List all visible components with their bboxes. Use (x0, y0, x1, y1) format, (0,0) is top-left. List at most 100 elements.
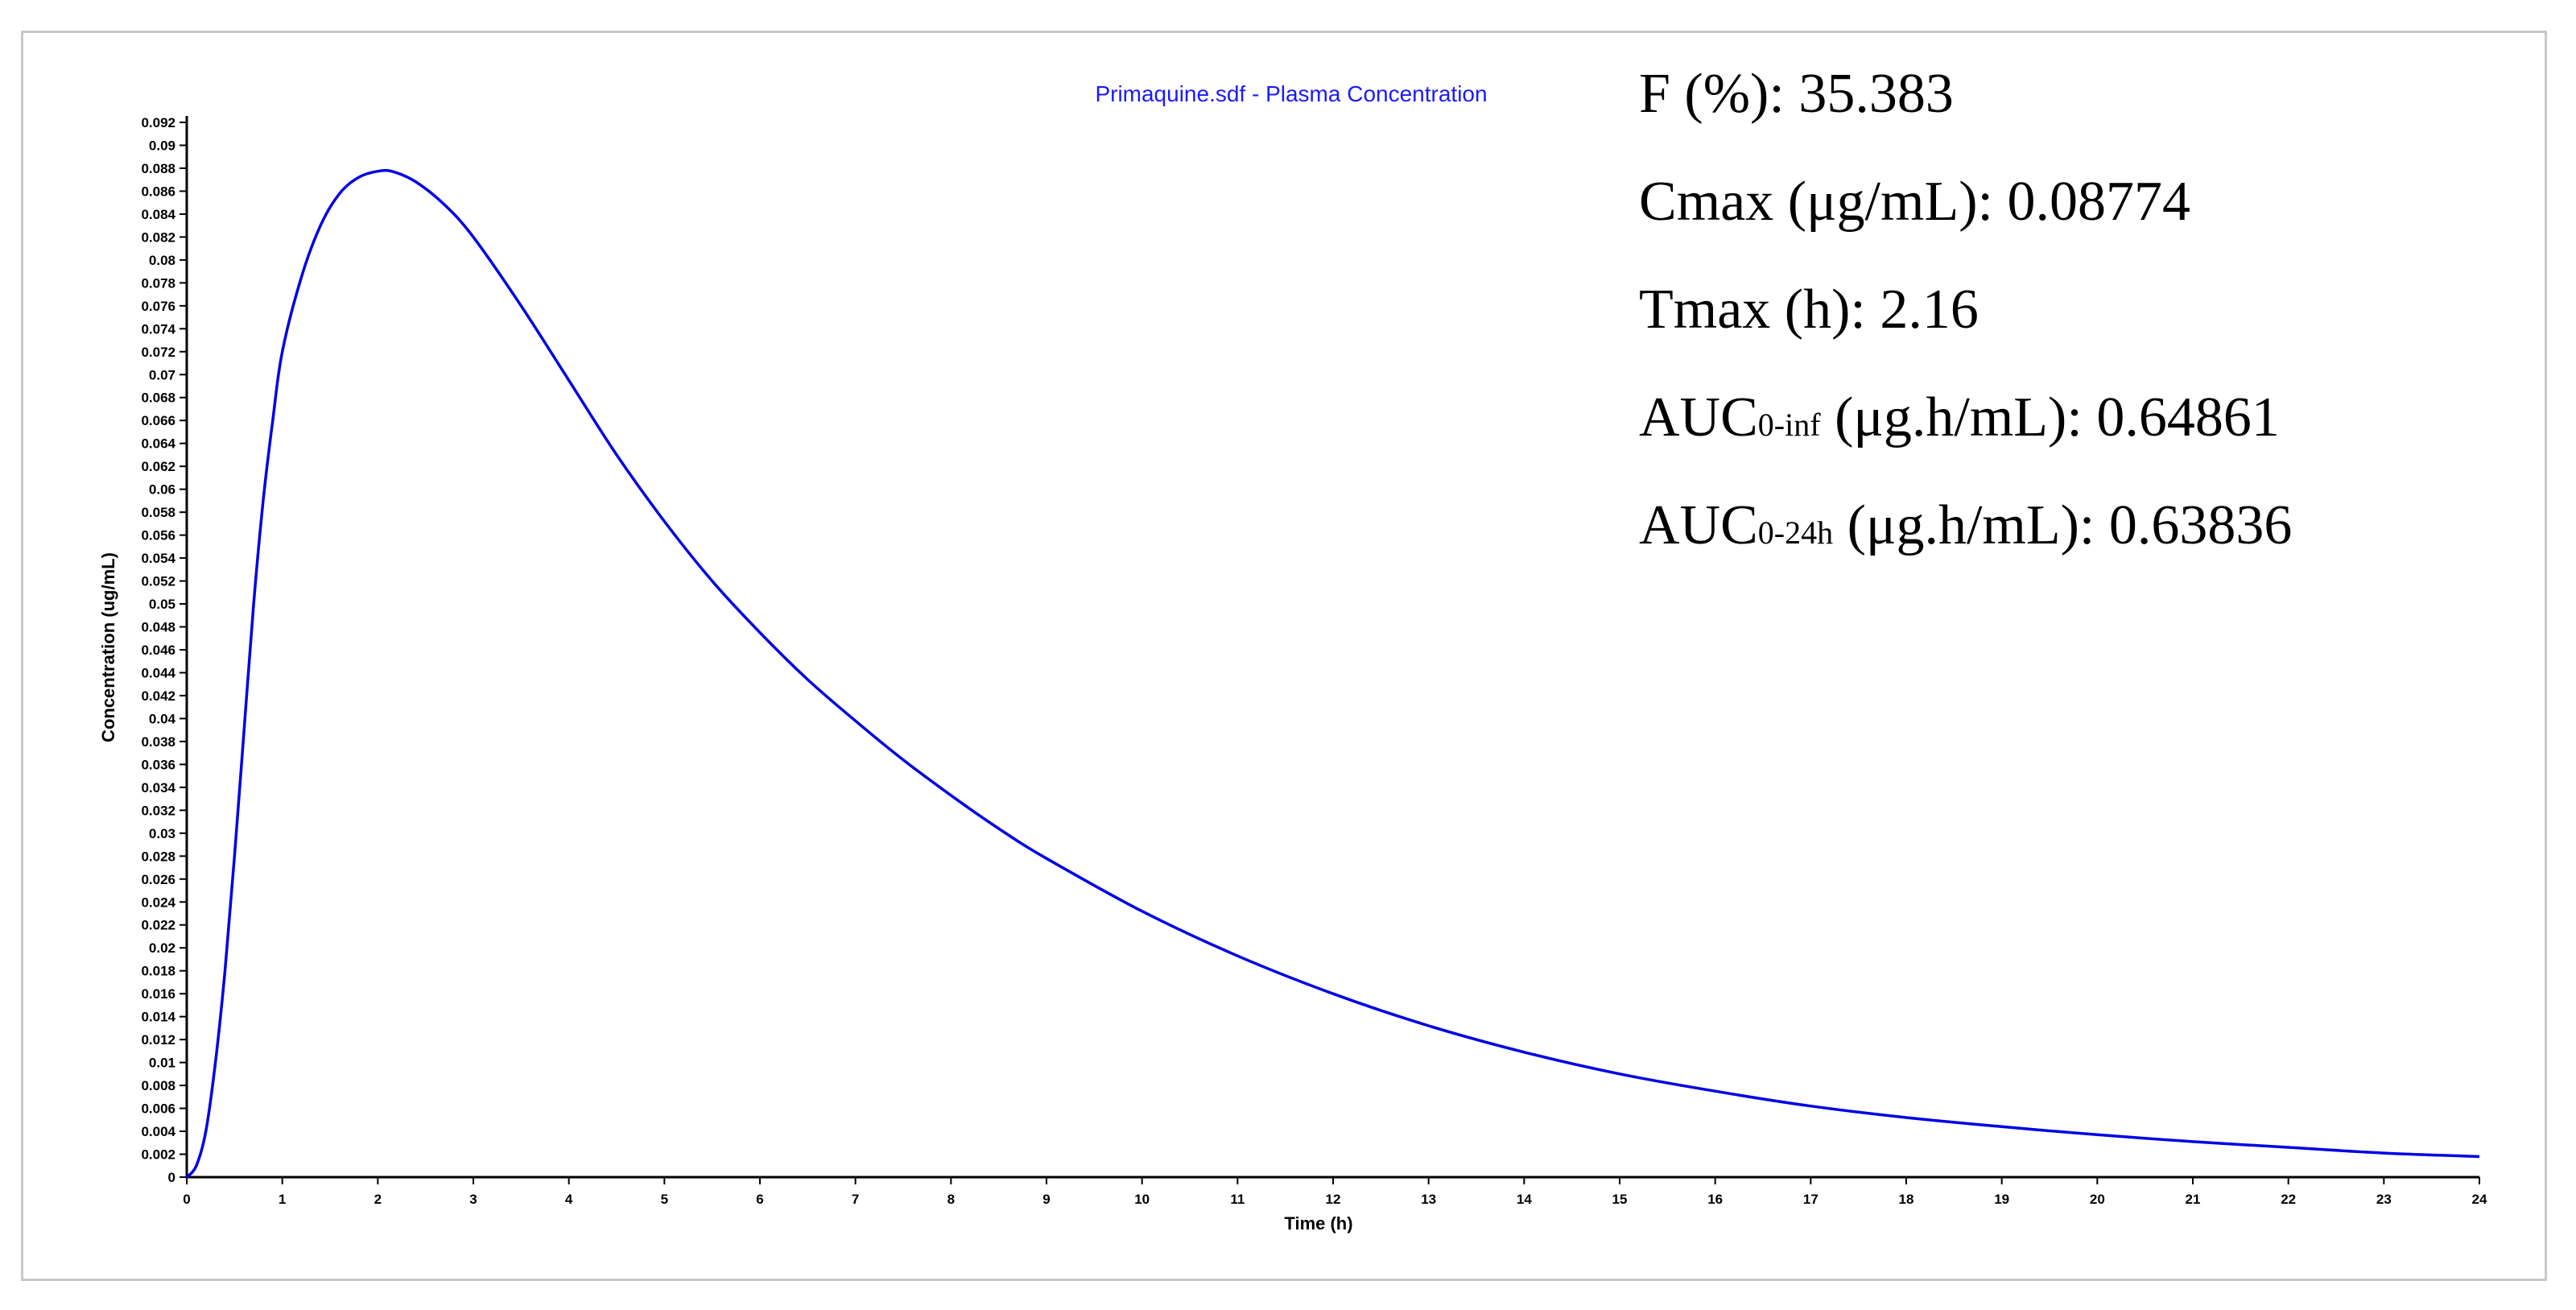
cmax-value: 0.08774 (2007, 171, 2190, 233)
auc-inf-stat: AUC0-inf (μg.h/mL): 0.64861 (1639, 390, 2292, 498)
y-tick-label: 0.072 (141, 345, 175, 360)
auc-24-label: AUC (1639, 494, 1758, 556)
y-tick-label: 0.084 (141, 207, 175, 222)
y-tick-label: 0.066 (141, 413, 175, 428)
x-tick-label: 8 (947, 1192, 955, 1207)
y-tick-label: 0.034 (141, 780, 175, 796)
y-tick-label: 0.07 (149, 367, 175, 382)
y-tick-label: 0.082 (141, 229, 175, 245)
x-axis-ticks: 0 1 2 3 4 5 6 7 8 9 10 11 12 13 14 15 16 17 18 19 20 21 22 23 24 (183, 1177, 2487, 1207)
x-tick-label: 6 (756, 1192, 763, 1207)
y-tick-label: 0.078 (141, 275, 175, 291)
y-tick-label: 0.044 (141, 665, 175, 680)
y-tick-label: 0.062 (141, 459, 175, 474)
y-tick-label: 0.086 (141, 184, 175, 199)
y-tick-label: 0.008 (141, 1078, 175, 1093)
x-tick-label: 7 (852, 1192, 859, 1207)
x-tick-label: 20 (2090, 1192, 2105, 1207)
y-tick-label: 0.002 (141, 1147, 175, 1163)
series-layer (185, 168, 2480, 1179)
y-tick-label: 0.04 (149, 711, 176, 726)
x-tick-label: 19 (1994, 1192, 2009, 1207)
x-tick-label: 13 (1421, 1192, 1436, 1207)
x-tick-label: 15 (1612, 1192, 1628, 1207)
auc-24-units: (μg.h/mL): (1833, 494, 2109, 556)
x-axis-title: Time (h) (1284, 1213, 1352, 1234)
x-tick-label: 22 (2281, 1192, 2296, 1207)
auc-inf-units: (μg.h/mL): (1820, 386, 2097, 448)
x-tick-label: 2 (374, 1192, 382, 1207)
y-tick-label: 0.016 (141, 986, 175, 1002)
series-line-plasma-concentration (185, 168, 2480, 1179)
x-tick-label: 4 (565, 1192, 573, 1207)
y-tick-label: 0.054 (141, 551, 175, 566)
y-axis-title: Concentration (ug/mL) (98, 552, 118, 742)
y-tick-label: 0.06 (149, 482, 175, 498)
y-tick-label: 0.026 (141, 872, 175, 887)
x-tick-label: 14 (1517, 1192, 1532, 1207)
chart-title: Primaquine.sdf - Plasma Concentration (1095, 81, 1487, 106)
f-value: 35.383 (1798, 63, 1954, 125)
y-tick-label: 0.028 (141, 849, 175, 864)
x-tick-label: 16 (1707, 1192, 1723, 1207)
y-tick-label: 0.05 (149, 597, 175, 612)
x-tick-label: 10 (1134, 1192, 1150, 1207)
f-stat: F (%): 35.383 (1639, 66, 2292, 174)
y-tick-label: 0.074 (141, 321, 175, 337)
auc-inf-label: AUC (1639, 386, 1758, 448)
auc-inf-value: 0.64861 (2096, 386, 2280, 448)
y-tick-label: 0.048 (141, 620, 175, 635)
y-tick-label: 0 (168, 1170, 175, 1185)
x-tick-label: 24 (2472, 1192, 2487, 1207)
y-tick-label: 0.056 (141, 528, 175, 543)
y-axis-ticks: 0 0.002 0.004 0.006 0.008 0.01 0.012 0.014 0.016… (141, 115, 187, 1185)
y-tick-label: 0.042 (141, 688, 175, 704)
y-tick-label: 0.022 (141, 918, 175, 933)
x-tick-label: 17 (1803, 1192, 1818, 1207)
y-tick-label: 0.088 (141, 161, 175, 176)
y-tick-label: 0.09 (149, 138, 175, 153)
x-tick-label: 9 (1042, 1192, 1050, 1207)
y-tick-label: 0.006 (141, 1101, 175, 1117)
x-tick-label: 5 (661, 1192, 668, 1207)
chart-frame (21, 31, 2547, 1281)
y-tick-label: 0.052 (141, 574, 175, 589)
y-tick-label: 0.004 (141, 1124, 175, 1139)
auc-24-subscript: 0-24h (1757, 514, 1834, 551)
tmax-stat: Tmax (h): 2.16 (1639, 282, 2292, 390)
y-tick-label: 0.02 (149, 940, 175, 956)
auc-24-value: 0.63836 (2108, 494, 2293, 556)
cmax-label: Cmax (μg/mL): (1639, 171, 2008, 233)
y-tick-label: 0.058 (141, 505, 175, 520)
y-tick-label: 0.036 (141, 757, 175, 772)
y-tick-label: 0.068 (141, 391, 175, 406)
x-tick-label: 11 (1230, 1192, 1245, 1207)
y-tick-label: 0.046 (141, 643, 175, 658)
auc-24-stat: AUC0-24h (μg.h/mL): 0.63836 (1639, 498, 2292, 605)
y-tick-label: 0.076 (141, 299, 175, 314)
x-tick-label: 0 (183, 1192, 190, 1207)
x-tick-label: 23 (2376, 1192, 2392, 1207)
tmax-label: Tmax (h): (1639, 279, 1880, 341)
f-label: F (%): (1639, 63, 1799, 125)
tmax-value: 2.16 (1880, 279, 1979, 341)
y-tick-label: 0.03 (149, 826, 175, 841)
y-tick-label: 0.08 (149, 253, 175, 268)
y-tick-label: 0.038 (141, 734, 175, 750)
y-tick-label: 0.092 (141, 115, 175, 130)
y-tick-label: 0.064 (141, 436, 175, 452)
y-tick-label: 0.014 (141, 1010, 175, 1025)
x-tick-label: 18 (1899, 1192, 1914, 1207)
auc-inf-subscript: 0-inf (1757, 407, 1821, 443)
x-tick-label: 1 (279, 1192, 286, 1207)
cmax-stat: Cmax (μg/mL): 0.08774 (1639, 174, 2292, 282)
y-tick-label: 0.032 (141, 803, 175, 818)
y-tick-label: 0.01 (149, 1056, 175, 1071)
y-tick-label: 0.012 (141, 1032, 175, 1048)
y-tick-label: 0.018 (141, 964, 175, 979)
x-tick-label: 12 (1326, 1192, 1341, 1207)
y-tick-label: 0.024 (141, 895, 175, 910)
x-tick-label: 3 (469, 1192, 477, 1207)
x-tick-label: 21 (2186, 1192, 2201, 1207)
